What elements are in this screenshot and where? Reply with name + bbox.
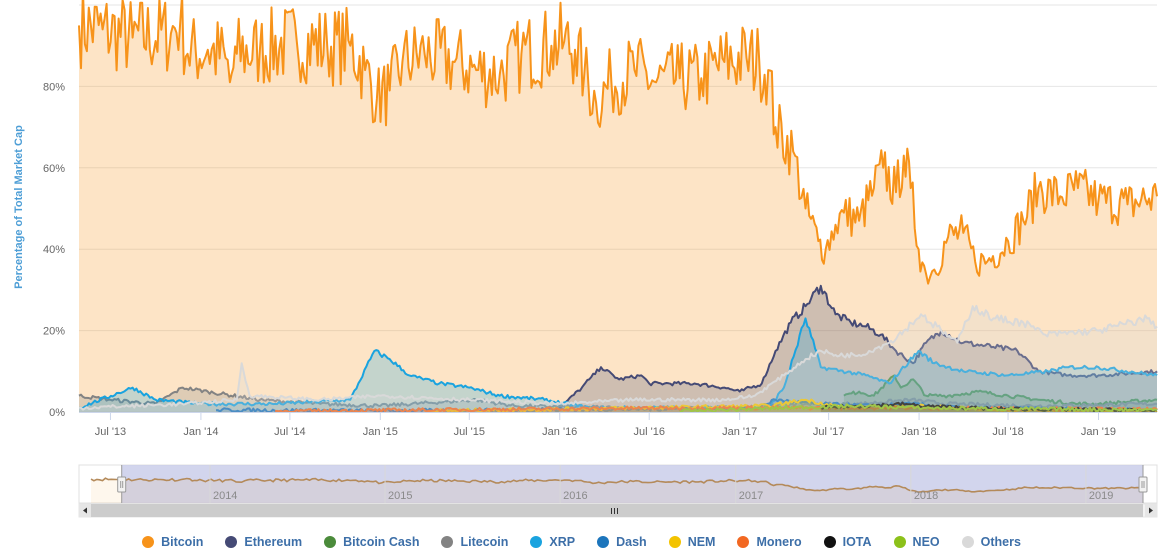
y-axis-tick-labels: 0% 20% 40% 60% 80%	[43, 81, 65, 419]
market-dominance-chart: 0% 20% 40% 60% 80% Percentage of Total Marke…	[13, 0, 1158, 518]
x-tick-label: Jul '17	[813, 426, 844, 438]
x-tick-label: Jul '13	[95, 426, 126, 438]
legend-marker-icon	[893, 536, 906, 548]
x-tick-label: Jul '16	[633, 426, 664, 438]
series-area	[79, 305, 1157, 412]
legend: Bitcoin Ethereum Bitcoin Cash Litecoin XRP Da…	[0, 532, 1163, 552]
navigator[interactable]: 2014 2015 2016 2017 2018 2019	[78, 464, 1158, 504]
legend-marker-icon	[823, 536, 836, 548]
legend-marker-icon	[668, 536, 681, 548]
x-tick-label: Jan '16	[542, 426, 577, 438]
legend-label: Dash	[616, 535, 647, 549]
x-tick-label: Jan '15	[363, 426, 398, 438]
legend-marker-icon	[961, 536, 974, 548]
handle-grip[interactable]	[1138, 476, 1148, 493]
series-line	[679, 403, 1158, 413]
legend-marker-icon	[597, 536, 610, 548]
handle-grip[interactable]	[117, 476, 127, 493]
y-tick-label: 40%	[43, 244, 65, 256]
x-tick-label: Jan '14	[183, 426, 218, 438]
navigator-series-area	[91, 478, 1143, 503]
series-bitcoin[interactable]	[78, 0, 1158, 412]
legend-item-dash[interactable]: Dash	[597, 535, 647, 549]
navigator-year-label: 2014	[213, 490, 237, 502]
triangle-left-icon	[83, 507, 87, 514]
navigator-year-label: 2019	[1089, 490, 1113, 502]
legend-item-neo[interactable]: NEO	[893, 535, 940, 549]
legend-item-iota[interactable]: IOTA	[823, 535, 872, 549]
x-tick-label: Jul '14	[274, 426, 305, 438]
legend-item-nem[interactable]: NEM	[668, 535, 716, 549]
legend-marker-icon	[530, 536, 543, 548]
x-tick-label: Jan '18	[902, 426, 937, 438]
legend-item-litecoin[interactable]: Litecoin	[441, 535, 508, 549]
legend-label: NEM	[687, 535, 716, 549]
legend-marker-icon	[142, 536, 155, 548]
series-others[interactable]	[78, 304, 1158, 412]
x-axis: Jul '13 Jan '14 Jul '14 Jan '15 Jul '15 Jan '…	[79, 412, 1157, 438]
legend-marker-icon	[324, 536, 337, 548]
series-area	[79, 0, 1157, 412]
navigator-left-handle[interactable]	[117, 465, 127, 503]
navigator-year-label: 2015	[388, 490, 412, 502]
legend-label: IOTA	[842, 535, 872, 549]
plot-area[interactable]	[78, 0, 1158, 413]
series-area	[487, 285, 1157, 412]
legend-item-bitcoin-cash[interactable]: Bitcoin Cash	[324, 535, 419, 549]
triangle-right-icon	[1149, 507, 1153, 514]
series-line	[78, 304, 1158, 411]
legend-label: Others	[980, 535, 1021, 549]
y-tick-label: 80%	[43, 81, 65, 93]
legend-item-monero[interactable]: Monero	[737, 535, 802, 549]
navigator-year-label: 2018	[914, 490, 938, 502]
legend-label: Bitcoin	[161, 535, 204, 549]
legend-marker-icon	[441, 536, 454, 548]
legend-item-others[interactable]: Others	[961, 535, 1021, 549]
y-tick-label: 60%	[43, 163, 65, 175]
series-area	[79, 318, 1157, 412]
legend-item-xrp[interactable]: XRP	[530, 535, 575, 549]
navigator-year-label: 2017	[739, 490, 763, 502]
legend-label: Monero	[756, 535, 802, 549]
y-axis-title: Percentage of Total Market Cap	[13, 125, 25, 289]
navigator-series-line	[90, 477, 1144, 493]
series-neo[interactable]	[679, 403, 1158, 413]
legend-label: XRP	[549, 535, 576, 549]
legend-label: NEO	[912, 535, 940, 549]
legend-item-ethereum[interactable]: Ethereum	[225, 535, 302, 549]
legend-label: Bitcoin Cash	[343, 535, 420, 549]
legend-item-bitcoin[interactable]: Bitcoin	[142, 535, 203, 549]
legend-label: Ethereum	[244, 535, 303, 549]
scrollbar[interactable]	[78, 503, 1158, 518]
x-tick-label: Jul '18	[992, 426, 1023, 438]
navigator-selected-range[interactable]	[121, 465, 1144, 503]
x-tick-label: Jan '19	[1081, 426, 1116, 438]
legend-label: Litecoin	[460, 535, 509, 549]
x-tick-label: Jan '17	[722, 426, 757, 438]
legend-marker-icon	[225, 536, 238, 548]
legend-marker-icon	[737, 536, 750, 548]
navigator-right-handle[interactable]	[1138, 465, 1148, 503]
navigator-year-label: 2016	[563, 490, 587, 502]
y-tick-label: 0%	[49, 407, 65, 419]
series-line	[78, 0, 1158, 285]
y-tick-label: 20%	[43, 326, 65, 338]
x-tick-label: Jul '15	[454, 426, 485, 438]
